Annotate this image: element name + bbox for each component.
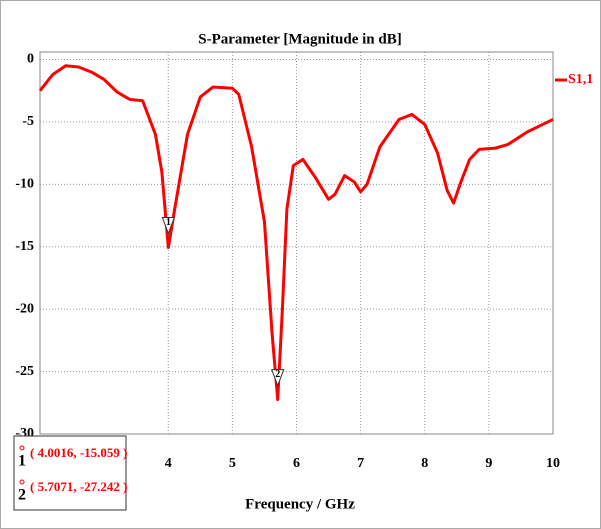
marker-dot bbox=[19, 445, 25, 451]
marker-dot bbox=[19, 479, 25, 485]
marker-id: 2 bbox=[275, 369, 280, 380]
x-tick-label: 8 bbox=[421, 456, 428, 471]
y-tick-label: -5 bbox=[22, 114, 34, 129]
x-tick-label: 7 bbox=[357, 456, 364, 471]
x-tick-label: 9 bbox=[485, 456, 492, 471]
y-tick-label: -25 bbox=[15, 364, 34, 379]
marker-box-id: 2 bbox=[18, 487, 26, 504]
series-line bbox=[38, 64, 554, 402]
marker-box-label: ( 5.7071, -27.242 ) bbox=[30, 479, 128, 494]
plot-area bbox=[39, 51, 554, 435]
marker-id: 1 bbox=[166, 217, 171, 228]
marker-box: 1 ( 4.0016, -15.059 ) 2 ( 5.7071, -27.242 ) bbox=[13, 435, 128, 511]
x-axis-label: Frequency / GHz bbox=[245, 496, 355, 512]
x-tick-label: 5 bbox=[229, 456, 236, 471]
x-tick-label: 6 bbox=[293, 456, 300, 471]
marker-triangle bbox=[161, 216, 176, 235]
x-tick-label: 10 bbox=[546, 456, 560, 471]
y-tick-label: -10 bbox=[15, 177, 34, 192]
y-tick-label: -20 bbox=[15, 301, 34, 316]
y-tick-label: 0 bbox=[27, 52, 34, 67]
chart-title: S-Parameter [Magnitude in dB] bbox=[198, 31, 401, 47]
x-tick-label: 4 bbox=[165, 456, 172, 471]
y-tick-label: -15 bbox=[15, 239, 34, 254]
marker-triangle bbox=[270, 369, 285, 387]
marker-box-label: ( 4.0016, -15.059 ) bbox=[30, 445, 128, 460]
marker-box-id: 1 bbox=[18, 453, 26, 470]
legend-label: S1,1 bbox=[568, 72, 593, 87]
marker-box-frame bbox=[13, 435, 127, 511]
